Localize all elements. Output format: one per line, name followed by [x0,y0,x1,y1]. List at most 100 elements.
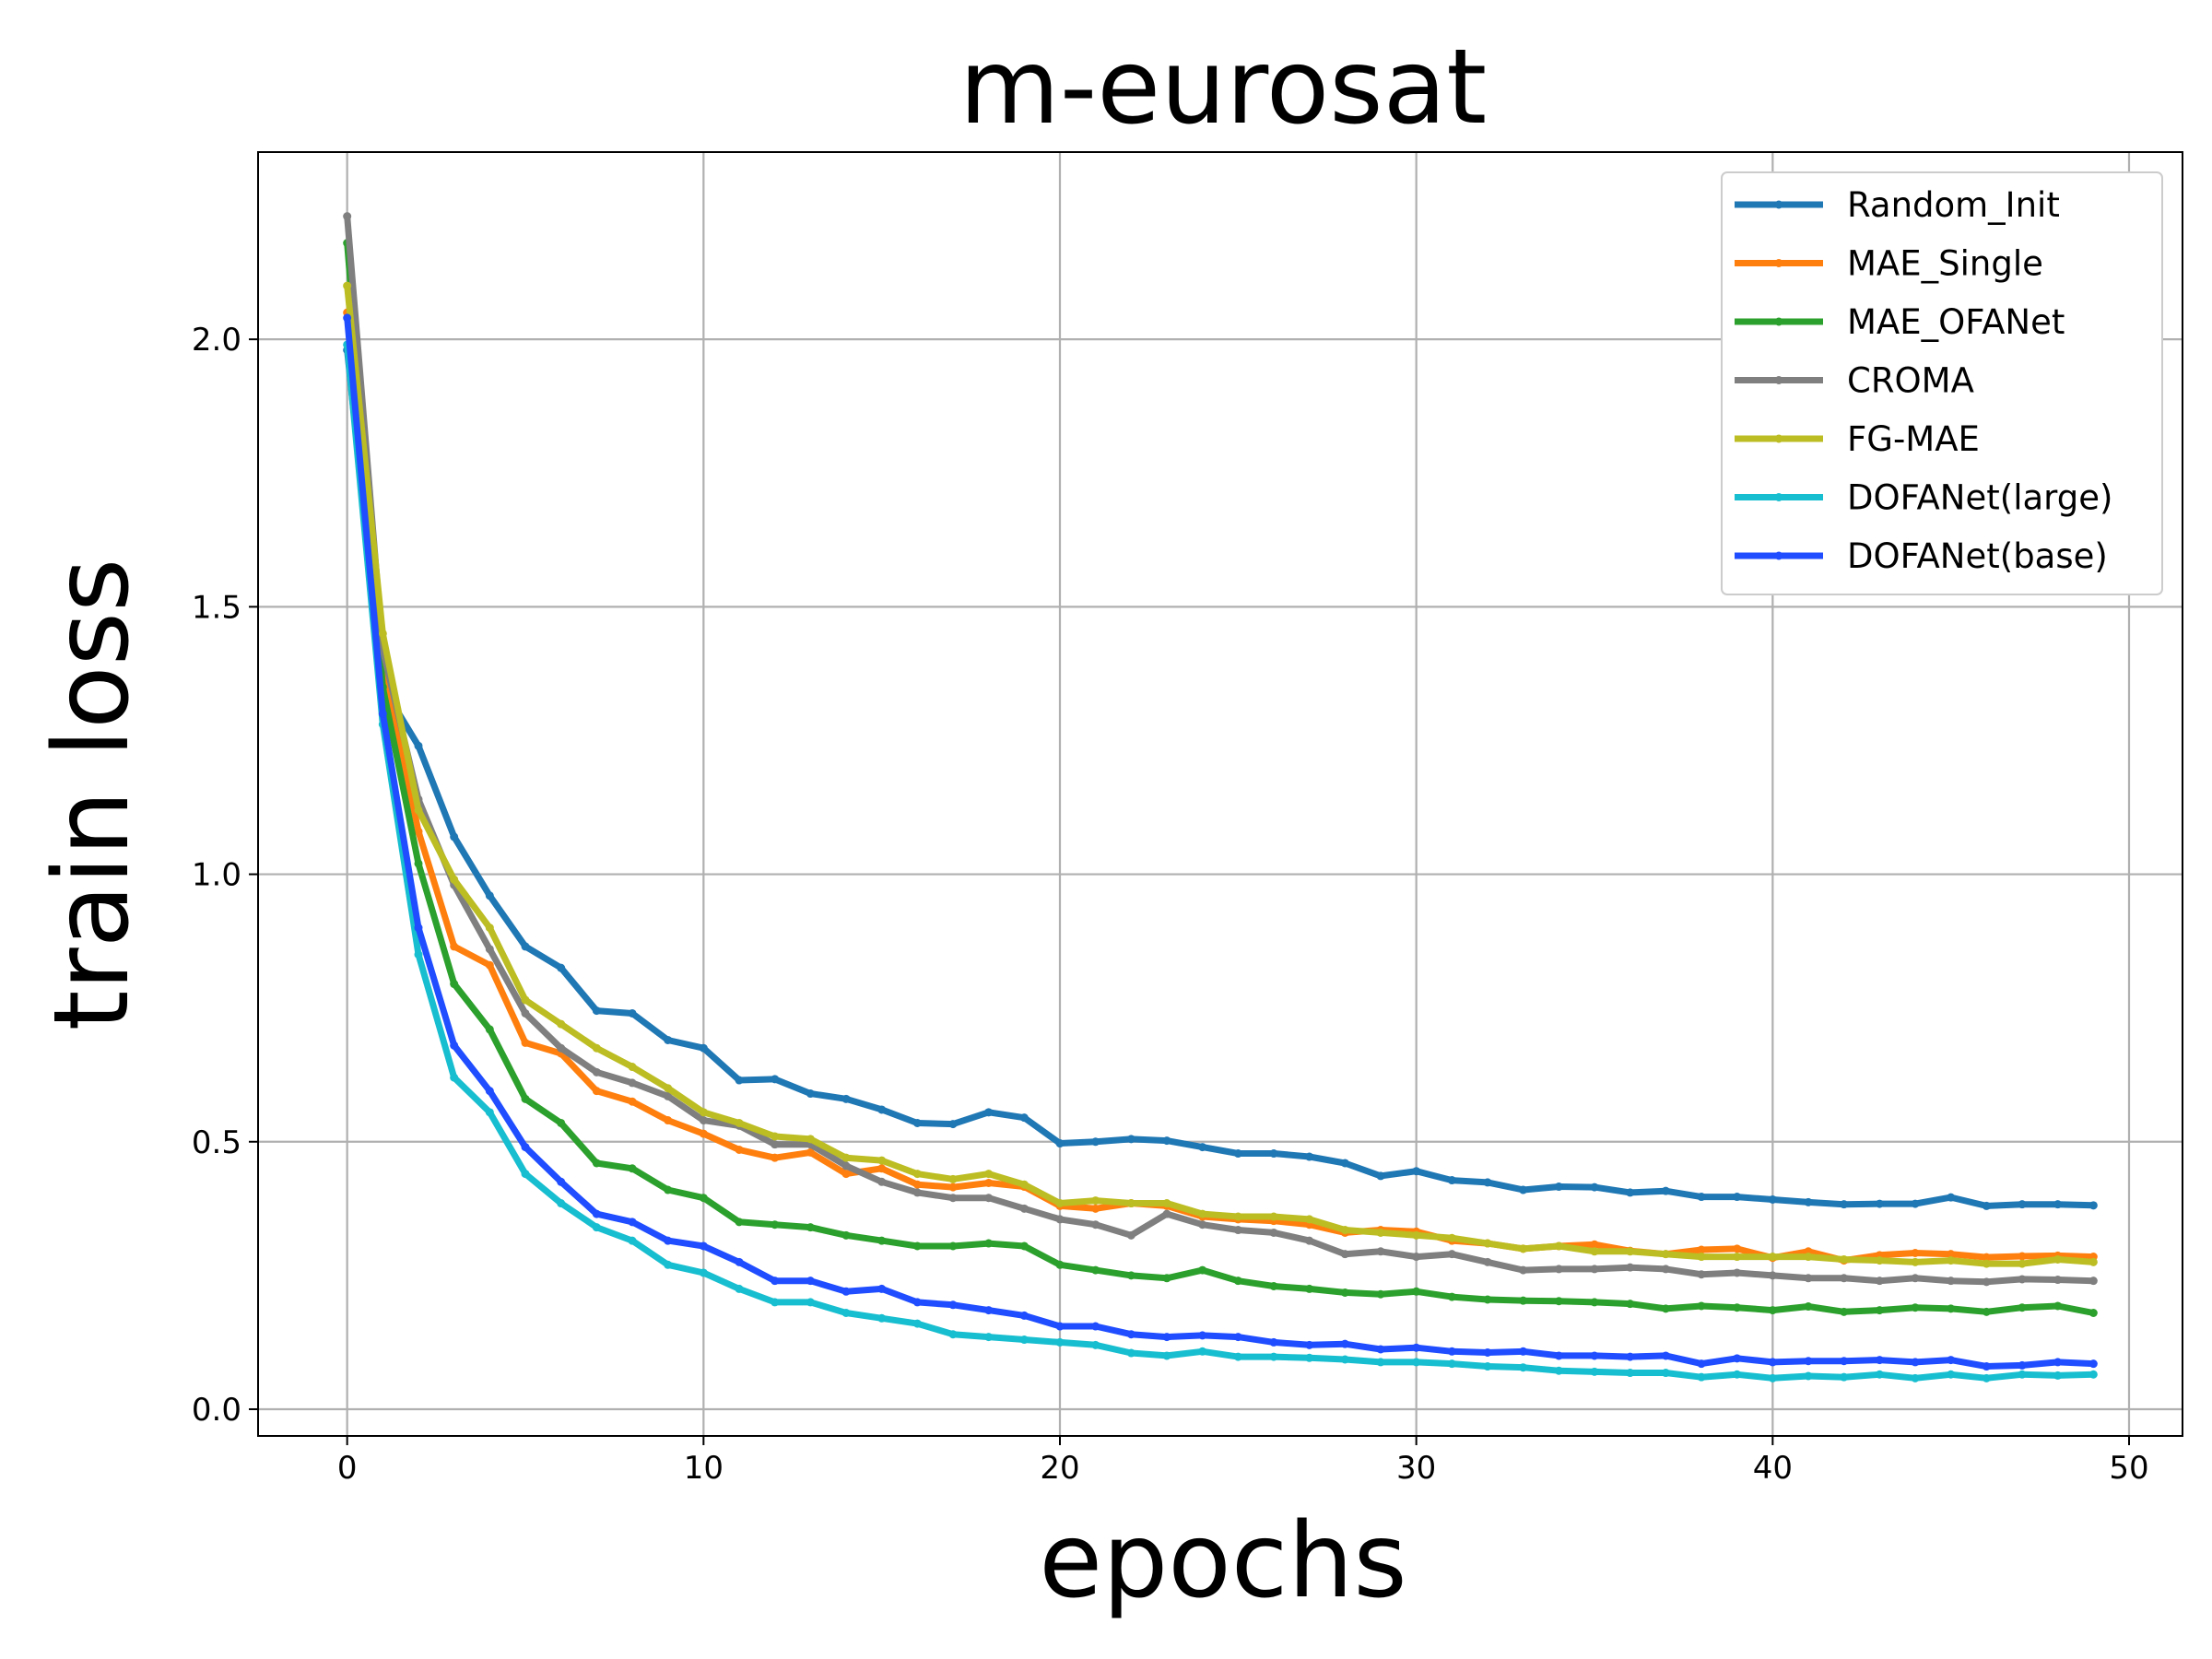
data-point [628,1164,637,1173]
data-point [557,1118,566,1127]
data-point [1875,1256,1884,1265]
series-line [344,317,2094,1370]
series-line [344,285,2094,1267]
data-point [1483,1295,1492,1304]
data-point [2018,1275,2027,1284]
x-tick-label: 20 [1040,1450,1079,1487]
data-point [912,1319,922,1328]
data-point [343,281,352,290]
data-point [1305,1340,1314,1349]
data-point [699,1129,708,1138]
data-point [1590,1265,1599,1274]
data-point [1091,1196,1100,1206]
legend-label: Random_Init [1847,185,2060,225]
data-point [1661,1186,1670,1195]
data-point [592,1043,601,1053]
data-point [1804,1371,1813,1381]
data-point [1982,1253,1991,1262]
data-point [1626,1247,1635,1256]
data-point [1875,1356,1884,1365]
data-point [1947,1256,1956,1265]
data-point [735,1257,744,1266]
data-point [1733,1244,1742,1253]
data-point [1305,1353,1314,1362]
data-point [948,1241,958,1251]
data-point [984,1239,994,1248]
data-point [1447,1359,1456,1369]
data-point [414,924,423,933]
data-point [521,1170,530,1179]
data-point [699,1108,708,1117]
data-point [2088,1309,2098,1318]
data-point [1162,1199,1171,1208]
data-point [2053,1276,2063,1285]
data-point [1875,1277,1884,1286]
data-point [877,1177,887,1186]
data-point [699,1043,708,1053]
data-point [877,1164,887,1173]
data-point [912,1298,922,1307]
data-point [1554,1241,1563,1251]
data-point [414,950,423,959]
data-point [1447,1347,1456,1356]
data-point [2018,1360,2027,1370]
data-point [806,1223,815,1232]
data-point [841,1287,851,1296]
data-point [628,1236,637,1245]
data-point [1661,1250,1670,1259]
y-tick-label: 2.0 [192,322,241,359]
data-point [1911,1248,1920,1257]
legend-marker [1774,200,1783,209]
data-point [699,1241,708,1251]
data-point [841,1170,851,1179]
data-point [2088,1370,2098,1379]
data-point [948,1194,958,1203]
legend-item: CROMA [1735,361,1974,401]
data-point [1947,1304,1956,1313]
data-point [1198,1347,1207,1356]
data-point [1269,1149,1278,1159]
data-point [664,1236,673,1245]
data-point [912,1170,922,1179]
data-point [1982,1277,1991,1287]
data-point [1447,1250,1456,1259]
data-point [1447,1176,1456,1185]
data-point [1019,1180,1029,1189]
data-point [1269,1212,1278,1221]
data-point [1947,1250,1956,1259]
data-point [1804,1197,1813,1206]
x-tick-label: 30 [1396,1450,1436,1487]
data-point [735,1145,744,1154]
data-point [1519,1265,1528,1275]
data-point [1412,1343,1421,1352]
data-point [378,709,387,718]
data-point [1697,1270,1706,1279]
series-FG-MAE [343,281,2098,1268]
data-point [771,1220,780,1230]
data-point [1412,1287,1421,1296]
data-point [1661,1369,1670,1378]
data-point [1626,1188,1635,1197]
data-point [2018,1252,2027,1261]
legend-item: MAE_Single [1735,244,2043,284]
data-point [1126,1348,1135,1358]
x-tick-label: 10 [684,1450,724,1487]
data-point [1626,1263,1635,1272]
data-point [1483,1257,1492,1266]
data-point [912,1241,922,1251]
data-point [1697,1301,1706,1311]
data-point [1055,1260,1065,1269]
legend-label: DOFANet(large) [1847,478,2112,518]
data-point [984,1333,994,1342]
legend-item: Random_Init [1735,185,2060,225]
data-point [485,960,494,970]
data-point [771,1132,780,1141]
x-axis: 0 10 20 30 40 50 [337,1436,2149,1487]
data-point [1590,1351,1599,1360]
data-point [1269,1228,1278,1237]
y-tick-label: 0.5 [192,1124,241,1161]
data-point [1590,1367,1599,1376]
data-point [1269,1352,1278,1361]
data-point [378,629,387,638]
